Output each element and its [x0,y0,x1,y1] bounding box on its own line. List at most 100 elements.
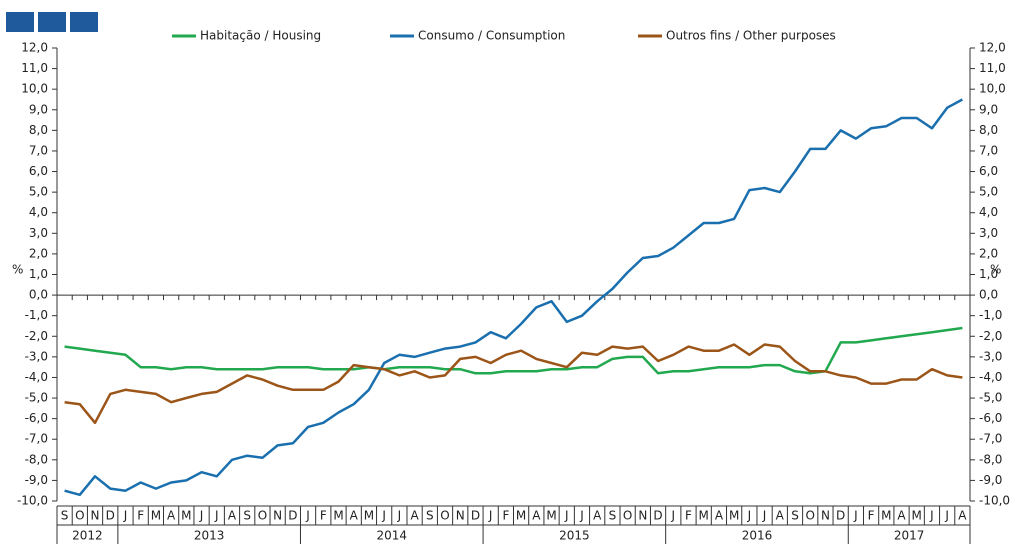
y2-tick-label: -7,0 [979,432,1002,446]
x-tick-label: F [502,509,509,523]
x-tick-label: O [623,509,632,523]
x-tick-label: F [137,509,144,523]
x-tick-label: N [91,509,100,523]
x-tick-label: M [546,509,556,523]
year-label: 2013 [194,529,225,543]
x-tick-label: A [715,509,724,523]
x-tick-label: D [106,509,115,523]
x-tick-label: O [805,509,814,523]
x-tick-label: O [75,509,84,523]
legend-label: Habitação / Housing [200,29,321,43]
year-label: 2012 [72,529,103,543]
x-tick-label: J [853,509,858,523]
x-tick-label: S [426,509,434,523]
x-tick-label: D [471,509,480,523]
x-tick-label: A [897,509,906,523]
x-tick-label: N [456,509,465,523]
legend-label: Outros fins / Other purposes [666,29,836,43]
y2-tick-label: 10,0 [979,82,1006,96]
y-tick-label: -9,0 [25,473,48,487]
x-tick-label: M [516,509,526,523]
y2-tick-label: -9,0 [979,473,1002,487]
y-tick-label: 5,0 [29,185,48,199]
logo-block [38,12,66,32]
x-tick-label: A [350,509,359,523]
x-tick-label: J [671,509,676,523]
y-tick-label: -10,0 [17,494,48,508]
y-tick-label: -6,0 [25,411,48,425]
x-tick-label: J [579,509,584,523]
logo-block [70,12,98,32]
x-tick-label: N [638,509,647,523]
y-tick-label: 9,0 [29,102,48,116]
x-tick-label: O [440,509,449,523]
series-line [64,326,963,375]
y-tick-label: 7,0 [29,143,48,157]
x-tick-label: M [333,509,343,523]
x-tick-label: D [836,509,845,523]
x-tick-label: F [868,509,875,523]
y2-tick-label: 8,0 [979,123,998,137]
y-tick-label: 12,0 [21,41,48,55]
y-tick-label: -8,0 [25,452,48,466]
x-tick-label: J [199,509,204,523]
x-tick-label: J [214,509,219,523]
x-tick-label: M [912,509,922,523]
y-axis-label: % [12,263,23,277]
x-tick-label: S [243,509,251,523]
y2-tick-label: 4,0 [979,205,998,219]
y-tick-label: -3,0 [25,349,48,363]
y2-tick-label: -10,0 [979,494,1010,508]
y-tick-label: -7,0 [25,432,48,446]
x-tick-label: M [729,509,739,523]
x-tick-label: D [653,509,662,523]
x-tick-label: J [944,509,949,523]
y-tick-label: -5,0 [25,391,48,405]
y-tick-label: 1,0 [29,267,48,281]
x-tick-label: N [273,509,282,523]
y2-tick-label: 6,0 [979,164,998,178]
y-tick-label: 11,0 [21,61,48,75]
y2-tick-label: -2,0 [979,329,1002,343]
series-line [64,343,963,425]
y-tick-label: -4,0 [25,370,48,384]
x-tick-label: D [288,509,297,523]
y2-tick-label: -4,0 [979,370,1002,384]
y2-tick-label: 1,0 [979,267,998,281]
y-tick-label: 8,0 [29,123,48,137]
y2-tick-label: 3,0 [979,226,998,240]
x-tick-label: J [929,509,934,523]
x-tick-label: J [305,509,310,523]
y2-tick-label: -5,0 [979,391,1002,405]
y-tick-label: -1,0 [25,308,48,322]
y2-tick-label: -8,0 [979,452,1002,466]
x-tick-label: J [488,509,493,523]
year-label: 2015 [559,529,590,543]
y2-tick-label: -6,0 [979,411,1002,425]
y2-tick-label: 7,0 [979,143,998,157]
y2-axis-label: % [990,263,1001,277]
x-tick-label: J [762,509,767,523]
x-tick-label: A [167,509,176,523]
y2-tick-label: -1,0 [979,308,1002,322]
y-tick-label: 10,0 [21,82,48,96]
x-tick-label: M [881,509,891,523]
series-line [64,98,963,497]
logo-block [6,12,34,32]
x-tick-label: M [364,509,374,523]
y-tick-label: 3,0 [29,226,48,240]
x-tick-label: J [123,509,128,523]
x-tick-label: A [593,509,602,523]
y-tick-label: -2,0 [25,329,48,343]
x-tick-label: M [699,509,709,523]
y-tick-label: 4,0 [29,205,48,219]
y2-tick-label: 5,0 [979,185,998,199]
x-tick-label: S [791,509,799,523]
x-tick-label: A [776,509,785,523]
x-tick-label: O [258,509,267,523]
y-tick-label: 6,0 [29,164,48,178]
year-label: 2014 [376,529,407,543]
x-tick-label: N [821,509,830,523]
x-tick-label: M [181,509,191,523]
